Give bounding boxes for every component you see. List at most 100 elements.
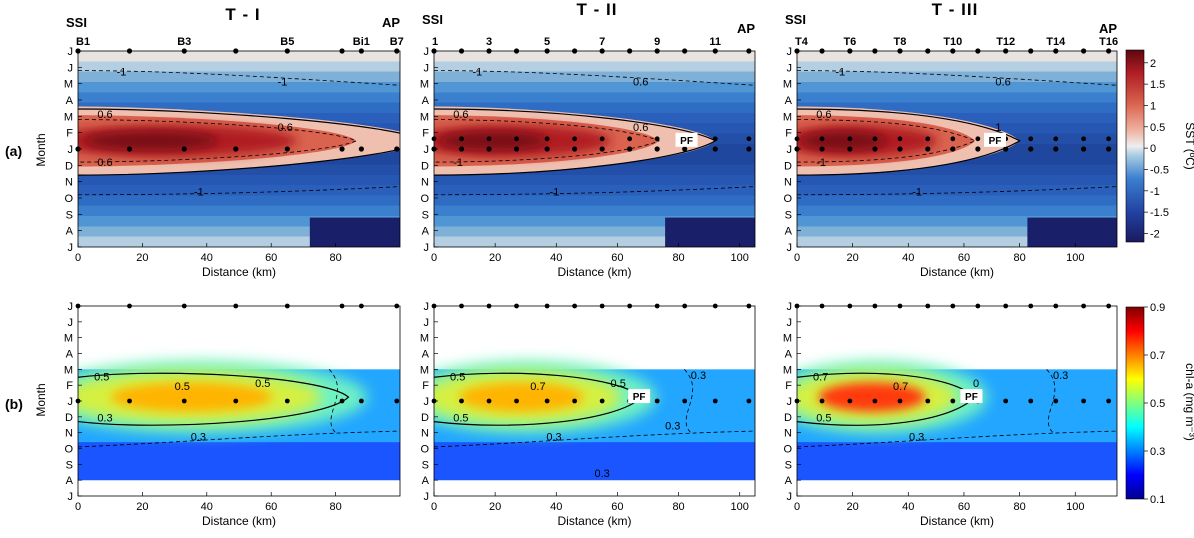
month-tick-nov: N xyxy=(65,177,73,189)
month-tick-sep: S xyxy=(785,459,792,471)
x-tick-label: 40 xyxy=(550,252,562,264)
month-axis-label-a: Month xyxy=(34,133,48,166)
station-dot-jan xyxy=(1003,146,1009,152)
station-dot-jan xyxy=(1028,146,1034,152)
station-dot-feb xyxy=(654,136,660,142)
front-label-bg xyxy=(984,132,1007,147)
x-tick-label: 40 xyxy=(201,252,213,264)
station-dot-jan xyxy=(897,398,903,404)
station-label: T16 xyxy=(1099,36,1118,48)
station-dot-jan xyxy=(233,146,239,152)
colorbar-tick: 0.3 xyxy=(1150,446,1165,458)
station-dot-jan xyxy=(950,398,956,404)
station-dot-feb xyxy=(712,136,718,142)
station-dot-jan xyxy=(712,398,718,404)
station-dot-feb xyxy=(627,136,633,142)
x-tick-label: 40 xyxy=(902,501,914,513)
station-dot-feb xyxy=(897,136,903,142)
month-tick-apr: A xyxy=(785,95,793,107)
x-tick-label: 20 xyxy=(847,252,859,264)
station-dot-jan xyxy=(358,146,364,152)
row-label-b: (b) xyxy=(5,396,23,412)
contour-label: 0.6 xyxy=(278,122,293,134)
station-dot-feb xyxy=(1028,136,1034,142)
x-tick-label: 40 xyxy=(201,501,213,513)
chl-low-band xyxy=(78,442,400,481)
station-dot-jan xyxy=(394,398,400,404)
colorbar-chl-label: chl-a (mg m⁻³) xyxy=(1183,363,1194,441)
contour-label: -1 xyxy=(550,187,560,199)
colorbar-tick: 0.1 xyxy=(1150,494,1165,506)
contour-label: 0.6 xyxy=(816,109,831,121)
station-dot-jan xyxy=(925,146,931,152)
x-axis-label: Distance (km) xyxy=(920,514,994,528)
station-label: 7 xyxy=(599,36,605,48)
contour-0-3-right xyxy=(1046,369,1056,433)
x-tick-label: 60 xyxy=(265,252,277,264)
station-label: T6 xyxy=(843,36,856,48)
x-axis-label: Distance (km) xyxy=(557,514,631,528)
month-tick-feb: F xyxy=(422,380,429,392)
contour-label: 0.5 xyxy=(175,381,190,393)
month-tick-dec: D xyxy=(421,160,429,172)
station-dot-feb xyxy=(746,136,752,142)
x-tick-label: 0 xyxy=(75,501,81,513)
month-tick-jan-bottom: J xyxy=(68,242,74,254)
front-label-bg xyxy=(960,389,983,404)
month-tick-jan-top: J xyxy=(787,46,793,58)
chl-blob-core xyxy=(818,382,926,412)
month-tick-may: M xyxy=(420,79,429,91)
contour-label: 0.3 xyxy=(595,468,610,480)
month-tick-jul: J xyxy=(787,317,793,329)
station-dot-jan xyxy=(339,398,345,404)
station-dot-feb xyxy=(572,136,578,142)
x-tick-label: 20 xyxy=(489,252,501,264)
x-tick-label: 20 xyxy=(847,501,859,513)
station-label: B1 xyxy=(76,36,90,48)
plot-body: -1 0.6 1 0.6 -1 -1 xyxy=(797,51,1117,247)
contour-0-6 xyxy=(434,119,661,163)
end-label-ssi: SSI xyxy=(66,15,87,30)
colorbar-sst: 2 1.5 1 0.5 0 -0.5 -1 -1.5 -2 SST (ºC) xyxy=(1125,49,1194,243)
sst-cold-corner xyxy=(1027,217,1117,247)
sst-warm-peak xyxy=(801,131,887,151)
month-axis-label-b: Month xyxy=(34,383,48,416)
colorbar-sst-scale xyxy=(1125,49,1145,243)
month-tick-aug: A xyxy=(66,226,74,238)
x-tick-label: 0 xyxy=(431,501,437,513)
month-tick-oct: O xyxy=(783,444,792,456)
month-tick-nov: N xyxy=(421,177,429,189)
month-tick-jan-top: J xyxy=(68,46,74,58)
x-tick-label: 60 xyxy=(265,501,277,513)
month-tick-dec: D xyxy=(421,412,429,424)
panel-chl-t2: 0.50.7 0.50.50.30.30.30.3PFJJMAMFJDNOSAJ0… xyxy=(420,301,756,528)
row-label-a: (a) xyxy=(5,143,22,159)
colorbar-tick: 1.5 xyxy=(1150,79,1165,91)
colorbar-tick: 2 xyxy=(1150,58,1156,70)
x-tick-label: 80 xyxy=(672,501,684,513)
contour-0-3-lower xyxy=(434,430,755,448)
x-axis-label: Distance (km) xyxy=(920,265,994,279)
month-tick-mar: M xyxy=(64,364,73,376)
station-label: B7 xyxy=(390,36,404,48)
plot-body: 0.5 0.5 0.5 0.3 0.3 xyxy=(78,306,400,496)
month-tick-aug: A xyxy=(422,475,430,487)
front-label-bg xyxy=(675,132,698,147)
contour-0-3-lower xyxy=(78,430,400,448)
month-tick-jan-bottom: J xyxy=(424,491,430,503)
station-label: 11 xyxy=(709,36,721,48)
contour-label: 1 xyxy=(995,122,1001,134)
contour-label: 0.7 xyxy=(813,371,828,383)
contour-0-6 xyxy=(797,119,977,163)
x-tick-label: 80 xyxy=(1013,501,1025,513)
station-dot-jan xyxy=(1081,146,1087,152)
x-tick-label: 100 xyxy=(731,252,749,264)
month-tick-oct: O xyxy=(783,193,792,205)
contour-label: 0.6 xyxy=(97,157,112,169)
contour-0-6 xyxy=(78,119,358,163)
x-tick-label: 40 xyxy=(902,252,914,264)
month-tick-oct: O xyxy=(420,193,429,205)
contour-label: 0.3 xyxy=(691,370,706,382)
x-tick-label: 0 xyxy=(431,252,437,264)
